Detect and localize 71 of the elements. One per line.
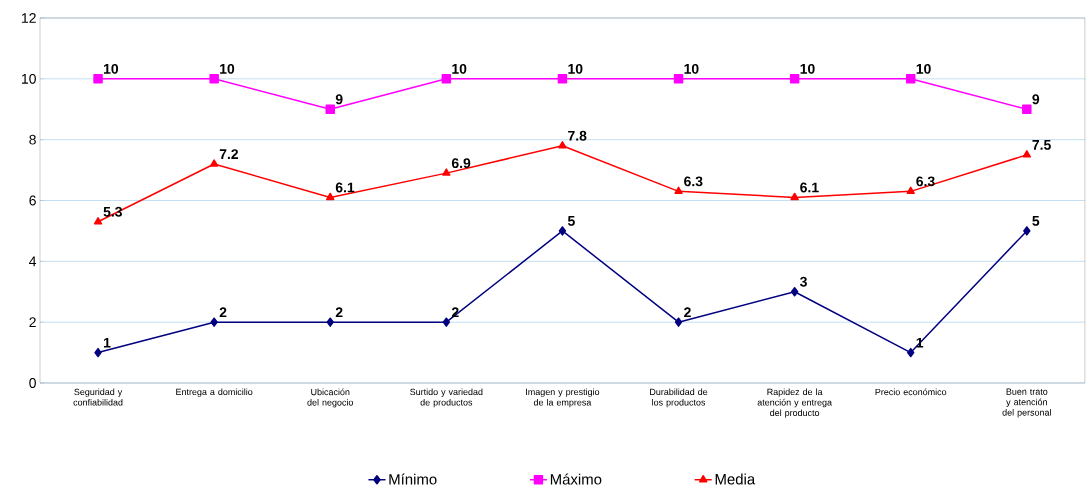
data-label: 7.8 <box>568 130 587 141</box>
y-tick-label: 6 <box>29 195 36 206</box>
x-tick-label: Entrega a domicilio <box>176 388 253 397</box>
legend-label: Media <box>715 473 756 485</box>
point <box>1022 104 1032 114</box>
data-label: 2 <box>219 307 227 318</box>
point <box>558 226 567 236</box>
y-tick-label: 10 <box>22 73 36 84</box>
y-tick-label: 4 <box>29 256 37 267</box>
y-tick-label: 12 <box>22 13 36 23</box>
point <box>93 74 103 84</box>
data-label: 10 <box>568 63 583 74</box>
data-label: 5 <box>1032 216 1040 226</box>
x-tick-label: Buen trato y atención del personal <box>1002 388 1051 418</box>
point <box>1022 150 1032 158</box>
point <box>674 186 683 195</box>
point <box>325 104 335 114</box>
data-label: 10 <box>452 63 467 74</box>
data-label: 6.1 <box>335 182 355 193</box>
point <box>94 347 102 358</box>
point <box>674 317 683 327</box>
point <box>673 74 684 84</box>
point <box>790 192 799 201</box>
x-tick-label: Imagen y prestigio de la empresa <box>526 388 600 408</box>
data-label: 6.1 <box>800 182 819 193</box>
point <box>209 159 219 167</box>
data-label: 3 <box>800 276 807 287</box>
legend-label: Máximo <box>550 473 602 485</box>
data-label: 10 <box>103 63 119 74</box>
point <box>210 317 218 327</box>
data-label: 5 <box>567 216 575 226</box>
point <box>209 74 219 84</box>
x-tick-label: Rapidez de la atención y entrega del producto <box>757 388 832 418</box>
point <box>326 317 334 327</box>
y-tick-label: 2 <box>29 317 36 328</box>
data-label: 9 <box>335 94 343 105</box>
data-label: 6.3 <box>916 176 935 187</box>
point <box>441 74 452 84</box>
x-tick-label: Durabilidad de los productos <box>650 388 708 408</box>
y-tick-label: 8 <box>29 134 36 145</box>
data-label: 2 <box>451 307 459 318</box>
point <box>789 74 800 84</box>
x-tick-label: Ubicación del negocio <box>307 388 354 408</box>
data-label: 6.3 <box>684 176 703 187</box>
point <box>1023 226 1031 236</box>
x-tick-label: Seguridad y confiabilidad <box>73 388 123 406</box>
point <box>906 347 915 358</box>
data-label: 10 <box>220 63 235 74</box>
data-label: 9 <box>1032 94 1040 105</box>
point <box>557 74 568 84</box>
data-label: 10 <box>916 63 931 74</box>
data-label: 1 <box>103 337 111 348</box>
point <box>558 141 567 149</box>
x-tick-label: Precio económico <box>875 388 947 396</box>
data-label: 6.9 <box>451 158 471 169</box>
y-tick-label: 0 <box>29 378 36 388</box>
point <box>442 317 451 327</box>
point <box>906 186 915 195</box>
data-label: 7.2 <box>219 149 239 159</box>
data-label: 2 <box>335 307 343 318</box>
point <box>93 217 103 225</box>
data-label: 7.5 <box>1032 140 1051 150</box>
point <box>906 74 916 84</box>
data-label: 2 <box>684 307 691 318</box>
data-label: 10 <box>684 63 699 74</box>
point <box>442 168 451 176</box>
x-tick-label: Surtido y variedad de productos <box>410 388 483 408</box>
point <box>326 192 335 201</box>
data-label: 10 <box>800 63 815 74</box>
legend-label: Mínimo <box>389 473 437 485</box>
point <box>790 287 799 297</box>
